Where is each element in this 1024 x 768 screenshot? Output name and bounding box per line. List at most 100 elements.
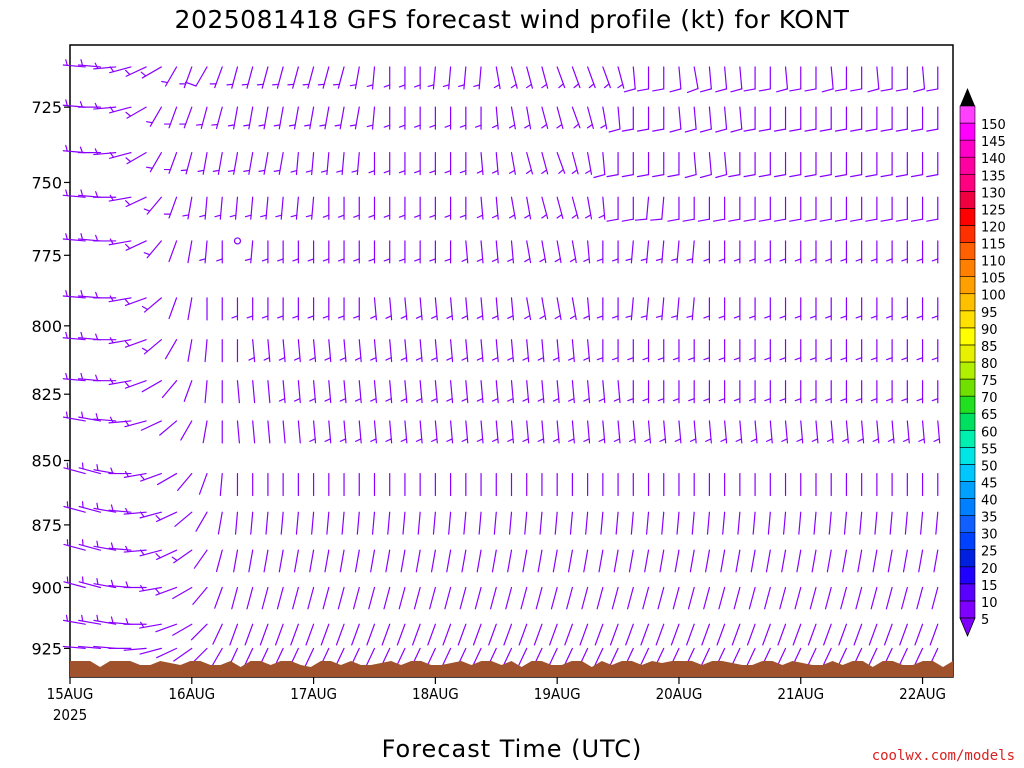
wind-barb — [431, 420, 438, 444]
wind-barb — [275, 196, 284, 220]
barb-half-flag — [476, 438, 484, 442]
colorbar-tick-label: 20 — [981, 562, 998, 577]
wind-barb — [609, 623, 619, 646]
barb-half-flag — [302, 83, 310, 86]
colorbar-segment — [959, 276, 976, 295]
barb-half-flag — [383, 214, 391, 218]
barb-shaft — [533, 623, 543, 646]
barb-shaft — [613, 549, 619, 573]
wind-barb — [193, 549, 208, 569]
wind-barb — [811, 549, 817, 573]
barb-shaft — [398, 586, 406, 610]
wind-barb — [602, 66, 611, 89]
wind-barb — [552, 420, 560, 444]
wind-barb — [773, 196, 787, 222]
wind-barb — [516, 647, 528, 669]
barb-shaft — [520, 586, 528, 610]
wind-barb — [758, 106, 771, 132]
barb-half-flag — [748, 357, 756, 361]
barb-shaft — [427, 623, 436, 646]
barb-half-flag — [840, 398, 848, 402]
wind-barb — [789, 66, 802, 92]
wind-barb — [505, 586, 513, 610]
barb-shaft — [564, 623, 573, 646]
wind-barb — [728, 152, 741, 178]
barb-shaft — [524, 511, 528, 535]
barb-shaft — [733, 586, 741, 610]
barb-full-flag — [667, 174, 680, 178]
wind-barb — [535, 586, 543, 610]
wind-barb — [125, 106, 147, 119]
wind-barb — [140, 420, 162, 431]
barb-shaft — [838, 623, 848, 646]
wind-barb — [290, 623, 299, 646]
wind-barb — [750, 420, 758, 444]
wind-barb — [202, 420, 208, 444]
wind-barb — [309, 339, 317, 363]
wind-barb — [644, 420, 652, 444]
wind-barb — [606, 152, 619, 178]
wind-barb — [62, 331, 86, 341]
barb-half-flag — [96, 464, 99, 472]
wind-barb — [764, 297, 771, 321]
wind-barb — [913, 66, 926, 93]
barb-half-flag — [493, 84, 501, 89]
barb-half-flag — [336, 169, 344, 173]
barb-half-flag — [508, 169, 516, 174]
wind-barb — [507, 297, 515, 321]
barb-half-flag — [558, 168, 564, 174]
barb-shaft — [687, 586, 695, 610]
barb-half-flag — [916, 315, 924, 319]
barb-half-flag — [353, 258, 360, 262]
wind-barb — [627, 339, 634, 363]
barb-half-flag — [916, 258, 924, 262]
barb-half-flag — [385, 315, 392, 319]
barb-shaft — [202, 420, 208, 444]
wind-barb — [571, 196, 579, 220]
wind-barb — [840, 339, 848, 363]
barb-shaft — [261, 586, 269, 610]
barb-half-flag — [586, 123, 593, 129]
barb-half-flag — [794, 315, 802, 319]
wind-barb — [385, 339, 393, 363]
wind-barb — [177, 472, 193, 491]
wind-barb — [667, 152, 680, 178]
barb-half-flag — [524, 258, 531, 263]
wind-barb — [743, 106, 756, 132]
y-tick-label: 775 — [31, 246, 62, 265]
wind-barb — [370, 297, 378, 321]
wind-barb — [804, 106, 817, 132]
barb-half-flag — [256, 83, 264, 86]
barb-half-flag — [444, 258, 452, 262]
wind-barb — [349, 106, 360, 130]
barb-full-flag — [910, 218, 924, 222]
wind-barb — [834, 196, 848, 222]
wind-barb — [78, 539, 102, 551]
barb-half-flag — [809, 398, 817, 402]
wind-barb — [402, 511, 406, 535]
wind-barb — [140, 66, 162, 79]
barb-half-flag — [611, 258, 619, 262]
colorbar-segment — [959, 344, 976, 363]
barb-half-flag — [368, 258, 376, 262]
barb-half-flag — [309, 398, 316, 402]
wind-barb — [195, 106, 208, 129]
wind-barb — [825, 240, 832, 264]
wind-barb — [880, 106, 893, 132]
wind-barb — [764, 240, 771, 264]
barb-half-flag — [659, 438, 666, 442]
wind-barb — [429, 196, 436, 220]
barb-half-flag — [124, 420, 130, 427]
wind-barb — [320, 623, 330, 646]
barb-full-flag — [834, 218, 848, 222]
colorbar-bottom-arrow — [959, 617, 976, 638]
barb-half-flag — [491, 357, 499, 361]
barb-half-flag — [569, 258, 577, 263]
wind-barb — [250, 511, 254, 535]
wind-barb — [277, 240, 284, 264]
barb-half-flag — [718, 398, 726, 402]
barb-half-flag — [370, 315, 377, 319]
wind-barb — [161, 66, 178, 87]
wind-barb — [541, 106, 549, 129]
wind-barb — [231, 586, 239, 610]
